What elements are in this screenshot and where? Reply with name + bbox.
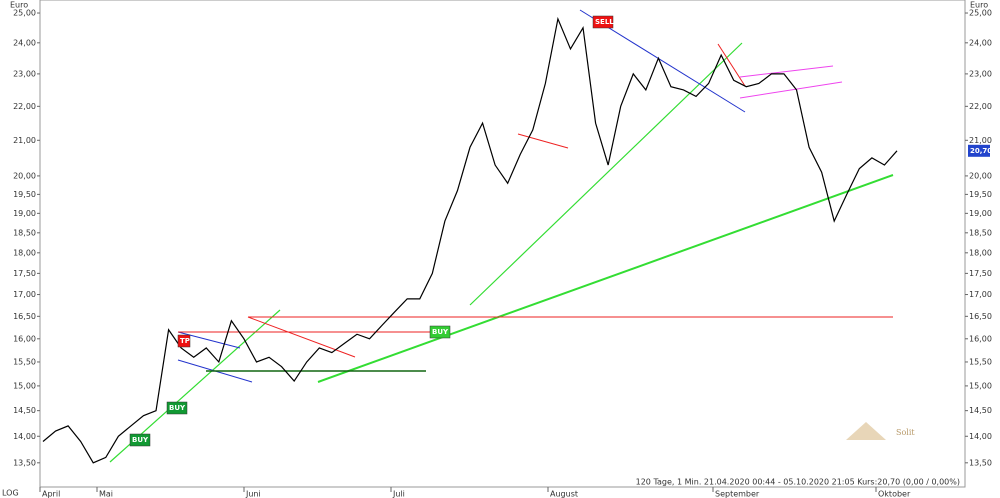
signal-label: BUY: [169, 404, 186, 412]
y-tick-label: 23,00: [13, 69, 36, 78]
x-tick-label: Oktober: [878, 490, 911, 498]
x-tick-label: September: [715, 490, 760, 498]
x-tick-label: August: [550, 490, 578, 498]
logo: Solit: [846, 422, 915, 440]
y-tick-label: 14,00: [13, 432, 36, 441]
y-tick-label: 18,00: [13, 248, 36, 257]
y-tick-label-right: 14,00: [969, 432, 992, 441]
y-tick-label: 16,50: [13, 312, 36, 321]
y-tick-label: 25,00: [13, 9, 36, 18]
signal-label: BUY: [432, 328, 449, 336]
signal-box: [429, 325, 451, 339]
x-tick-label: April: [42, 490, 60, 498]
signal-box: [592, 15, 614, 29]
y-tick-label: 18,50: [13, 228, 36, 237]
x-tick-label: Juli: [392, 490, 405, 498]
y-tick-label: 14,50: [13, 406, 36, 415]
signal-box: [177, 334, 191, 348]
signal-box: [166, 401, 188, 415]
y-tick-label-right: 15,00: [969, 381, 992, 390]
y-tick-label-right: 14,50: [969, 406, 992, 415]
y-tick-label-right: 22,00: [969, 102, 992, 111]
y-tick-label: 15,00: [13, 381, 36, 390]
y-tick-label-right: 17,50: [969, 269, 992, 278]
x-tick-label: Mai: [99, 490, 113, 498]
unit-left: Euro: [10, 1, 28, 10]
signal-label: BUY: [132, 436, 149, 444]
unit-right: Euro: [970, 1, 988, 10]
y-tick-label-right: 21,00: [969, 136, 992, 145]
y-tick-label-right: 18,00: [969, 248, 992, 257]
y-tick-label-right: 16,50: [969, 312, 992, 321]
signal-label: TP: [180, 337, 190, 345]
y-tick-label: 19,00: [13, 209, 36, 218]
y-tick-label-right: 15,50: [969, 357, 992, 366]
signal-box: [129, 433, 151, 447]
y-tick-label: 19,50: [13, 190, 36, 199]
y-tick-label: 17,00: [13, 290, 36, 299]
y-tick-label: 17,50: [13, 269, 36, 278]
y-tick-label-right: 16,00: [969, 334, 992, 343]
plot-frame: [39, 0, 966, 488]
trendlines: [109, 9, 894, 463]
y-tick-label: 24,00: [13, 38, 36, 47]
brand: Solit: [896, 428, 915, 437]
y-tick-label: 13,50: [13, 458, 36, 467]
last-price-box: [968, 144, 990, 157]
y-tick-label-right: 25,00: [969, 9, 992, 18]
log-label: LOG: [2, 489, 19, 498]
y-tick-label-right: 24,00: [969, 38, 992, 47]
last-price: 20,70: [970, 147, 992, 155]
y-tick-label: 16,00: [13, 334, 36, 343]
x-tick-label: Juni: [245, 490, 261, 498]
y-tick-label-right: 19,50: [969, 190, 992, 199]
y-tick-label: 22,00: [13, 102, 36, 111]
y-tick-label-right: 17,00: [969, 290, 992, 299]
signal-label: SELL: [595, 18, 614, 26]
y-tick-label-right: 13,50: [969, 458, 992, 467]
y-tick-label-right: 19,00: [969, 209, 992, 218]
y-tick-label: 20,00: [13, 171, 36, 180]
footer: 120 Tage, 1 Min. 21.04.2020 00:44 - 05.1…: [636, 478, 960, 487]
y-tick-label-right: 23,00: [969, 69, 992, 78]
y-tick-label-right: 20,00: [969, 171, 992, 180]
price-line: [42, 16, 898, 464]
y-tick-label: 21,00: [13, 136, 36, 145]
y-tick-label-right: 18,50: [969, 228, 992, 237]
y-tick-label: 15,50: [13, 357, 36, 366]
